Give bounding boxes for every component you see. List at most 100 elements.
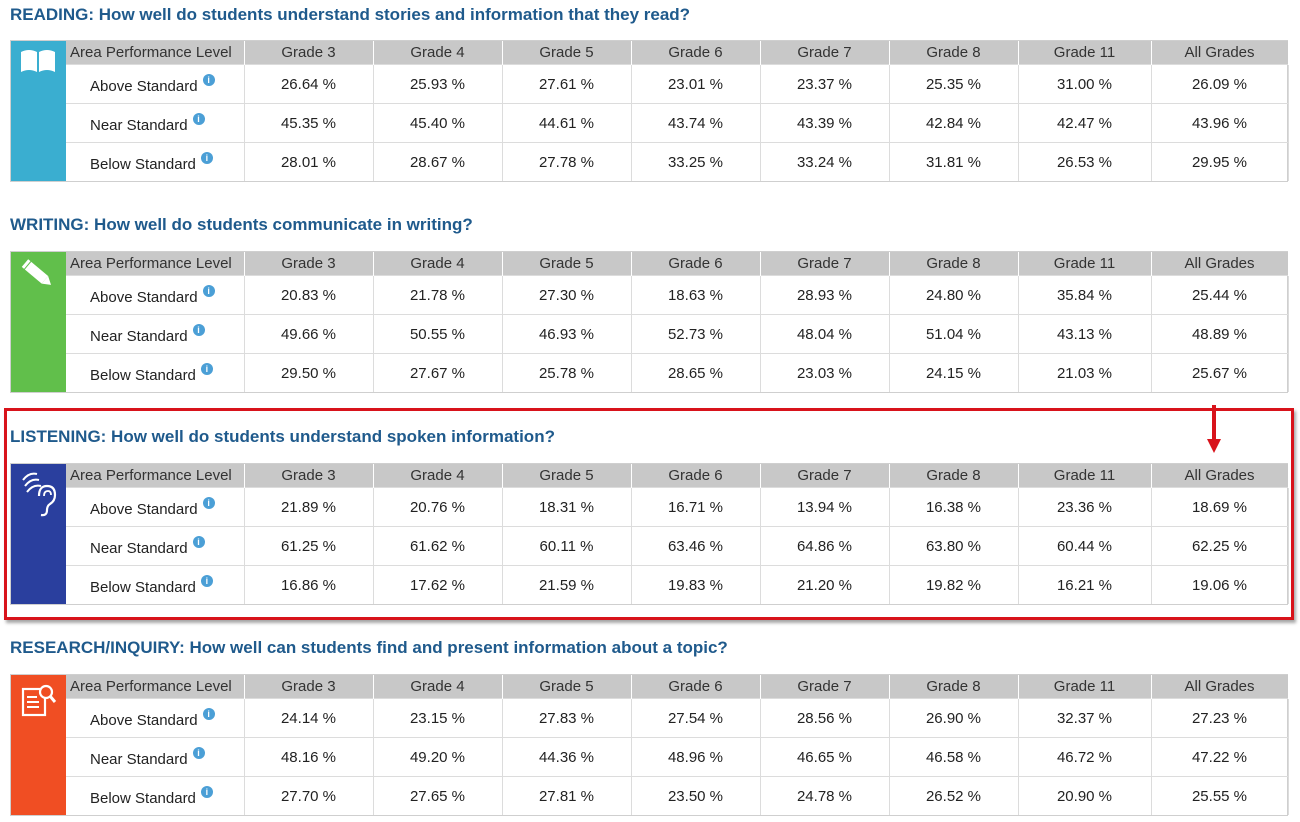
value-cell: 48.89 % <box>1151 314 1289 354</box>
value-cell: 25.35 % <box>889 64 1019 104</box>
value-cell: 27.81 % <box>502 776 632 815</box>
value-cell: 16.21 % <box>1018 565 1152 604</box>
info-icon[interactable]: i <box>192 746 205 759</box>
table-row: Above Standard i 20.83 % 21.78 % 27.30 % 18.6… <box>66 275 1289 315</box>
value-cell: 23.50 % <box>631 776 761 815</box>
value-cell: 27.67 % <box>373 353 503 392</box>
value-cell: 27.65 % <box>373 776 503 815</box>
performance-level-label: Near Standard <box>90 539 188 557</box>
header-grade-11: Grade 11 <box>1018 252 1152 276</box>
performance-table: Area Performance Level Grade 3 Grade 4 Grad… <box>66 252 1289 392</box>
value-cell: 28.01 % <box>244 142 374 181</box>
value-cell: 18.31 % <box>502 487 632 527</box>
info-icon[interactable]: i <box>202 496 215 509</box>
value-cell: 20.76 % <box>373 487 503 527</box>
info-icon[interactable]: i <box>200 785 213 798</box>
performance-level-cell: Near Standard i <box>66 737 245 777</box>
value-cell: 25.44 % <box>1151 275 1289 315</box>
value-cell: 48.16 % <box>244 737 374 777</box>
listening-icon-panel <box>11 464 66 604</box>
value-cell: 64.86 % <box>760 526 890 566</box>
info-icon[interactable]: i <box>200 362 213 375</box>
value-cell: 23.03 % <box>760 353 890 392</box>
header-grade-8: Grade 8 <box>889 675 1019 699</box>
value-cell: 33.25 % <box>631 142 761 181</box>
value-cell: 63.80 % <box>889 526 1019 566</box>
value-cell: 23.37 % <box>760 64 890 104</box>
value-cell: 18.63 % <box>631 275 761 315</box>
info-icon[interactable]: i <box>202 707 215 720</box>
table-row: Below Standard i 16.86 % 17.62 % 21.59 % 19.8… <box>66 565 1289 604</box>
info-icon[interactable]: i <box>192 535 205 548</box>
value-cell: 19.82 % <box>889 565 1019 604</box>
value-cell: 28.67 % <box>373 142 503 181</box>
value-cell: 25.67 % <box>1151 353 1289 392</box>
value-cell: 52.73 % <box>631 314 761 354</box>
performance-level-label: Near Standard <box>90 116 188 134</box>
performance-level-cell: Above Standard i <box>66 698 245 738</box>
header-grade-6: Grade 6 <box>631 41 761 65</box>
header-grade-8: Grade 8 <box>889 464 1019 488</box>
table-row: Below Standard i 27.70 % 27.65 % 27.81 % 23.5… <box>66 776 1289 815</box>
value-cell: 16.71 % <box>631 487 761 527</box>
section-title: READING: How well do students understand… <box>10 5 691 24</box>
header-grade-4: Grade 4 <box>373 464 503 488</box>
header-grade-7: Grade 7 <box>760 464 890 488</box>
value-cell: 27.54 % <box>631 698 761 738</box>
value-cell: 28.65 % <box>631 353 761 392</box>
performance-level-cell: Below Standard i <box>66 142 245 181</box>
header-grade-8: Grade 8 <box>889 252 1019 276</box>
value-cell: 21.03 % <box>1018 353 1152 392</box>
value-cell: 26.64 % <box>244 64 374 104</box>
value-cell: 19.06 % <box>1151 565 1289 604</box>
performance-level-cell: Near Standard i <box>66 314 245 354</box>
value-cell: 51.04 % <box>889 314 1019 354</box>
header-grade-6: Grade 6 <box>631 252 761 276</box>
listening-highlight-box <box>4 408 1294 620</box>
info-icon[interactable]: i <box>200 151 213 164</box>
header-all-grades: All Grades <box>1151 41 1289 65</box>
performance-level-label: Below Standard <box>90 366 196 384</box>
info-icon[interactable]: i <box>202 73 215 86</box>
value-cell: 47.22 % <box>1151 737 1289 777</box>
header-grade-7: Grade 7 <box>760 675 890 699</box>
value-cell: 24.80 % <box>889 275 1019 315</box>
performance-table: Area Performance Level Grade 3 Grade 4 Grad… <box>66 675 1289 815</box>
header-grade-5: Grade 5 <box>502 41 632 65</box>
performance-level-cell: Near Standard i <box>66 103 245 143</box>
value-cell: 25.93 % <box>373 64 503 104</box>
performance-level-label: Below Standard <box>90 578 196 596</box>
reading-icon-panel <box>11 41 66 181</box>
value-cell: 33.24 % <box>760 142 890 181</box>
info-icon[interactable]: i <box>200 574 213 587</box>
value-cell: 32.37 % <box>1018 698 1152 738</box>
header-grade-6: Grade 6 <box>631 464 761 488</box>
header-grade-5: Grade 5 <box>502 252 632 276</box>
header-area-performance-level: Area Performance Level <box>66 675 245 699</box>
info-icon[interactable]: i <box>192 323 205 336</box>
header-area-performance-level: Area Performance Level <box>66 464 245 488</box>
header-grade-5: Grade 5 <box>502 675 632 699</box>
header-row: Area Performance Level Grade 3 Grade 4 Grad… <box>66 41 1289 65</box>
value-cell: 61.62 % <box>373 526 503 566</box>
header-grade-8: Grade 8 <box>889 41 1019 65</box>
value-cell: 28.93 % <box>760 275 890 315</box>
value-cell: 43.13 % <box>1018 314 1152 354</box>
performance-level-label: Above Standard <box>90 77 198 95</box>
info-icon[interactable]: i <box>192 112 205 125</box>
header-area-performance-level: Area Performance Level <box>66 252 245 276</box>
table-row: Near Standard i 49.66 % 50.55 % 46.93 % 52.73… <box>66 314 1289 354</box>
value-cell: 43.96 % <box>1151 103 1289 143</box>
header-grade-7: Grade 7 <box>760 41 890 65</box>
value-cell: 31.00 % <box>1018 64 1152 104</box>
value-cell: 23.15 % <box>373 698 503 738</box>
value-cell: 26.09 % <box>1151 64 1289 104</box>
value-cell: 23.01 % <box>631 64 761 104</box>
research-icon <box>21 684 57 717</box>
value-cell: 45.40 % <box>373 103 503 143</box>
book-icon <box>21 50 55 72</box>
info-icon[interactable]: i <box>202 284 215 297</box>
value-cell: 24.15 % <box>889 353 1019 392</box>
header-all-grades: All Grades <box>1151 252 1289 276</box>
header-grade-5: Grade 5 <box>502 464 632 488</box>
